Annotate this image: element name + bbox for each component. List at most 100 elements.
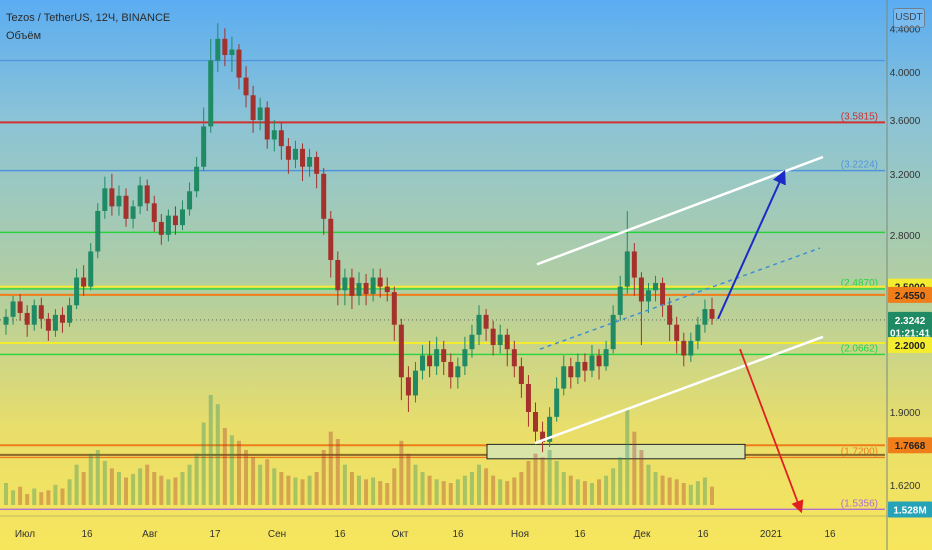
candle-body[interactable]: [201, 126, 207, 167]
candle-body[interactable]: [370, 277, 376, 294]
channel-midline[interactable]: [539, 247, 821, 350]
candle-body[interactable]: [314, 156, 320, 174]
candle-body[interactable]: [165, 215, 171, 235]
candle-body[interactable]: [356, 282, 362, 296]
candle-body[interactable]: [116, 195, 122, 207]
candle-body[interactable]: [427, 355, 433, 367]
candle-body[interactable]: [709, 309, 715, 319]
currency-button[interactable]: USDT: [893, 8, 925, 28]
candle-body[interactable]: [674, 324, 680, 341]
candle-body[interactable]: [504, 334, 510, 350]
candle-body[interactable]: [172, 215, 178, 226]
candle-body[interactable]: [24, 312, 30, 325]
candle-body[interactable]: [243, 77, 249, 96]
candle-body[interactable]: [455, 366, 461, 378]
candle-body[interactable]: [271, 130, 277, 140]
candle-body[interactable]: [45, 318, 51, 331]
candle-body[interactable]: [561, 366, 567, 389]
candle-body[interactable]: [497, 334, 503, 346]
candle-body[interactable]: [511, 349, 517, 367]
candle-body[interactable]: [137, 185, 143, 207]
channel-lower-line[interactable]: [534, 335, 824, 445]
candle-body[interactable]: [285, 146, 291, 160]
candle-body[interactable]: [292, 148, 298, 160]
candle-body[interactable]: [10, 301, 16, 317]
candle-body[interactable]: [702, 309, 708, 325]
candle-body[interactable]: [420, 355, 426, 371]
candle-body[interactable]: [307, 156, 313, 167]
candle-body[interactable]: [335, 259, 341, 291]
candle-body[interactable]: [123, 195, 129, 219]
candle-body[interactable]: [222, 38, 228, 56]
candle-body[interactable]: [109, 188, 115, 207]
candle-body[interactable]: [215, 38, 221, 61]
candle-body[interactable]: [660, 282, 666, 306]
candle-body[interactable]: [144, 185, 150, 204]
candle-body[interactable]: [363, 282, 369, 294]
candle-body[interactable]: [434, 349, 440, 367]
candle-body[interactable]: [540, 431, 546, 442]
candle-body[interactable]: [194, 166, 200, 192]
candle-body[interactable]: [300, 148, 306, 167]
candle-body[interactable]: [158, 221, 164, 235]
bullish-arrow[interactable]: [717, 169, 786, 320]
candle-body[interactable]: [603, 349, 609, 367]
candle-body[interactable]: [377, 277, 383, 287]
candle-body[interactable]: [264, 107, 270, 140]
candle-body[interactable]: [250, 95, 256, 120]
candle-body[interactable]: [448, 361, 454, 378]
candle-body[interactable]: [236, 49, 242, 78]
candle-body[interactable]: [681, 340, 687, 356]
candle-body[interactable]: [568, 366, 574, 378]
candle-body[interactable]: [631, 251, 637, 278]
candle-body[interactable]: [257, 107, 263, 120]
candle-body[interactable]: [405, 377, 411, 396]
candle-body[interactable]: [74, 277, 80, 306]
candle-body[interactable]: [3, 316, 9, 325]
candle-body[interactable]: [59, 314, 65, 323]
candle-body[interactable]: [638, 277, 644, 302]
candle-body[interactable]: [180, 209, 185, 226]
candle-body[interactable]: [17, 301, 23, 313]
candle-body[interactable]: [469, 334, 475, 350]
candle-body[interactable]: [518, 366, 524, 385]
bearish-arrow[interactable]: [739, 348, 804, 514]
candle-body[interactable]: [490, 328, 496, 346]
candle-body[interactable]: [342, 277, 348, 291]
candle-body[interactable]: [349, 277, 355, 296]
candle-body[interactable]: [653, 282, 659, 291]
candle-body[interactable]: [187, 191, 193, 210]
candle-body[interactable]: [695, 324, 701, 341]
candle-body[interactable]: [95, 210, 101, 252]
candle-body[interactable]: [596, 355, 602, 367]
candle-body[interactable]: [31, 305, 37, 325]
candle-body[interactable]: [81, 277, 87, 287]
candle-body[interactable]: [102, 188, 108, 211]
candle-body[interactable]: [441, 349, 447, 362]
candle-body[interactable]: [88, 251, 94, 287]
candle-body[interactable]: [328, 218, 334, 260]
candle-body[interactable]: [617, 286, 623, 315]
candle-body[interactable]: [667, 305, 673, 325]
candle-body[interactable]: [278, 130, 284, 147]
candle-body[interactable]: [130, 206, 136, 219]
candle-body[interactable]: [547, 416, 553, 442]
candle-body[interactable]: [645, 290, 651, 302]
candle-body[interactable]: [533, 411, 538, 432]
candle-body[interactable]: [476, 314, 482, 335]
candle-body[interactable]: [151, 203, 157, 222]
candle-body[interactable]: [610, 314, 616, 350]
candle-body[interactable]: [462, 349, 468, 367]
candle-body[interactable]: [688, 340, 694, 356]
candle-body[interactable]: [582, 361, 588, 371]
candle-body[interactable]: [554, 388, 560, 417]
candle-body[interactable]: [575, 361, 581, 378]
candle-body[interactable]: [412, 370, 418, 396]
candle-body[interactable]: [384, 286, 390, 293]
candle-body[interactable]: [321, 173, 327, 219]
candle-body[interactable]: [483, 314, 489, 329]
candle-body[interactable]: [52, 314, 58, 331]
channel-upper-line[interactable]: [536, 155, 824, 266]
candle-body[interactable]: [67, 305, 73, 323]
